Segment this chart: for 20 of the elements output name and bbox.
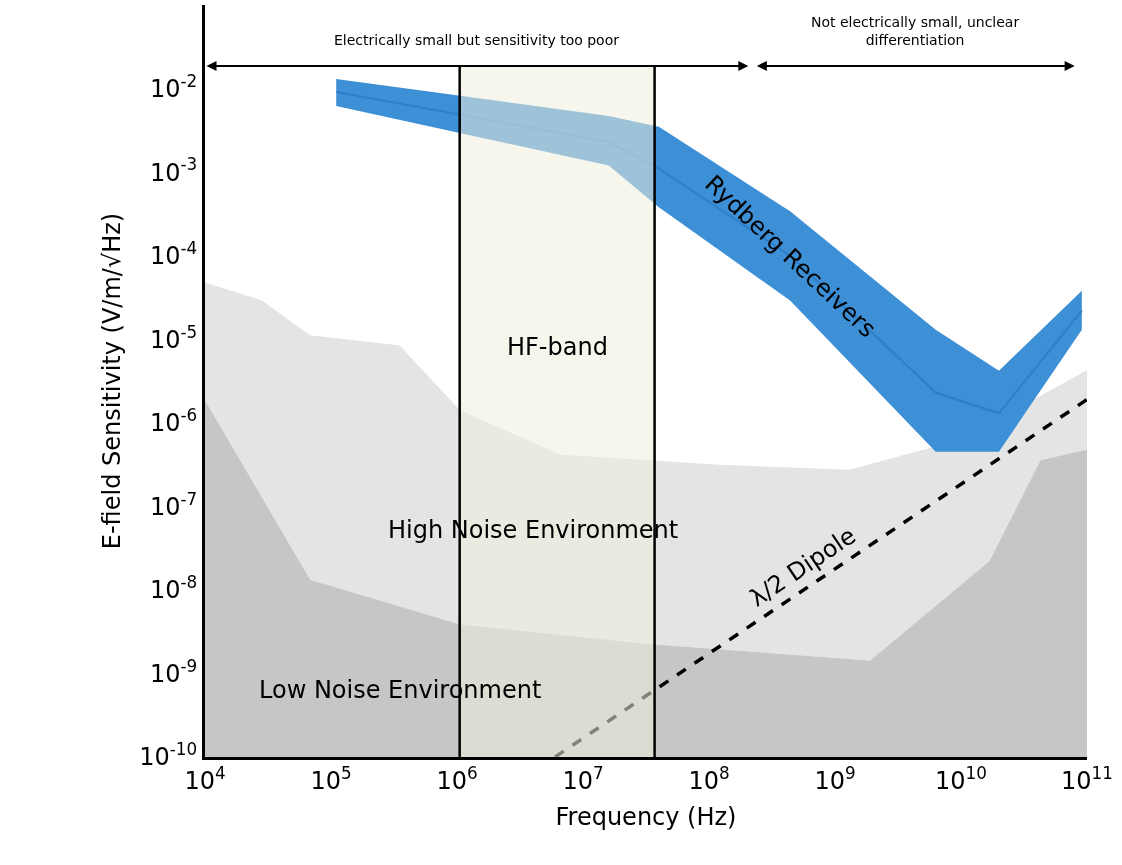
y-tick-label: 10$^{-3}$ — [149, 154, 198, 187]
y-axis-title: E-field Sensitivity (V/m/√Hz) — [98, 212, 127, 550]
y-tick-label: 10$^{-4}$ — [149, 237, 198, 271]
x-tick-label: 10$^{11}$ — [1061, 762, 1113, 795]
y-tick-label: 10$^{-5}$ — [149, 321, 198, 354]
x-axis-title: Frequency (Hz) — [555, 803, 737, 832]
annotation: Electrically small but sensitivity too poor — [334, 32, 620, 48]
y-tick-label: 10$^{-9}$ — [149, 655, 198, 688]
x-tick-label: 10$^{8}$ — [688, 762, 730, 795]
y-tick-label: 10$^{-8}$ — [149, 572, 198, 605]
x-tick-label: 10$^{6}$ — [436, 762, 478, 795]
annotation: Not electrically small, unclear differentiation — [811, 14, 1020, 49]
band-label: HF-band — [507, 333, 608, 361]
x-tick-label: 10$^{10}$ — [935, 762, 987, 795]
x-tick-label: 10$^{7}$ — [562, 762, 604, 795]
y-tick-label: 10$^{-7}$ — [149, 488, 198, 521]
y-tick-label: 10$^{-6}$ — [149, 405, 198, 438]
y-tick-label: 10$^{-2}$ — [149, 70, 198, 103]
x-tick-label: 10$^{9}$ — [814, 762, 856, 795]
x-tick-label: 10$^{5}$ — [310, 762, 352, 795]
